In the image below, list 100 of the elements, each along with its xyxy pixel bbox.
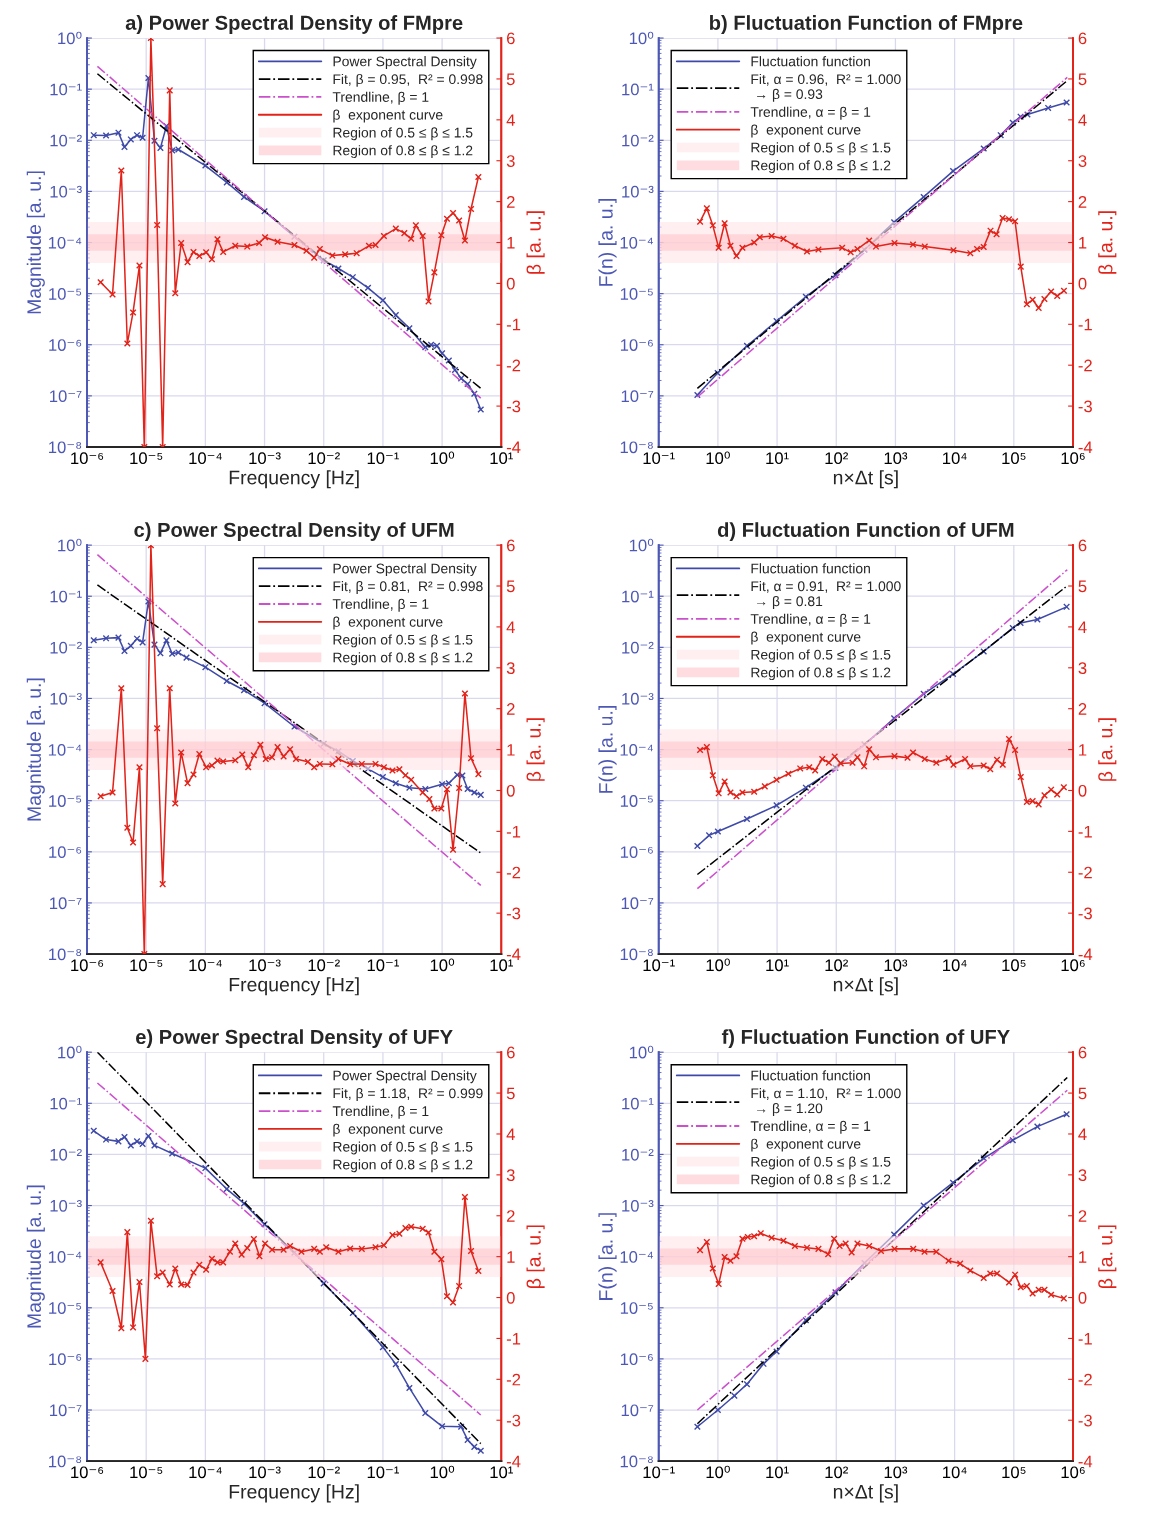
y-tick-label: 10⁻¹ [622,590,654,603]
y2-tick-label: 0 [506,277,515,290]
y2-tick-label: 1 [507,1251,515,1263]
x-axis-title: Frequency [Hz] [229,470,359,489]
legend-label: Power Spectral Density [333,563,477,577]
legend-label: Power Spectral Density [333,56,477,70]
legend-label: Fit, α = 0.96, R² = 1.000 → β = 0.93 [751,73,901,102]
y2-tick-label: 5 [506,1087,515,1100]
x-tick-label: 10¹ [490,959,513,972]
y2-tick-label: -3 [1078,1414,1092,1427]
x-tick-label: 10⁻² [308,452,340,465]
y2-axis-title: β [a. u.] [526,211,545,274]
y-tick-label: 10⁰ [58,1045,82,1059]
y-tick-label: 10⁻¹ [50,590,82,603]
y2-tick-label: 1 [507,237,515,249]
y2-tick-label: -3 [506,907,521,920]
y2-tick-label: -3 [506,400,521,413]
y2-tick-label: -2 [506,359,521,372]
y-tick-label: 10⁻⁸ [49,1455,82,1468]
y2-tick-label: -4 [1078,441,1093,454]
chart-title: f) Fluctuation Function of UFY [721,1029,1010,1049]
x-tick-label: 10⁰ [706,958,730,972]
y2-tick-label: -3 [1078,907,1092,920]
y-tick-label: 10⁻⁸ [620,948,653,961]
x-tick-label: 10⁻³ [249,959,281,972]
x-tick-label: 10⁴ [943,1466,967,1479]
y-tick-label: 10⁻⁵ [49,795,82,807]
y2-tick-label: -2 [506,866,521,879]
y-tick-label: 10⁰ [629,538,654,552]
x-tick-label: 10¹ [490,1466,513,1479]
x-tick-label: 10³ [884,452,908,465]
x-tick-label: 10³ [884,959,908,972]
x-tick-label: 10¹ [766,452,789,465]
y-tick-label: 10⁻² [50,641,82,654]
x-tick-label: 10² [825,452,848,465]
y-tick-label: 10⁻⁷ [50,1404,82,1417]
y-tick-label: 10⁻³ [622,692,654,705]
x-tick-label: 10² [825,1466,848,1479]
x-tick-label: 10⁻⁶ [71,959,104,972]
y-tick-label: 10⁻⁵ [620,795,653,807]
y-tick-label: 10⁻³ [50,1199,82,1212]
legend-label: Trendline, α = β = 1 [750,613,871,627]
y-axis-title: F(n) [a. u.] [598,1213,617,1300]
y2-tick-label: 4 [506,621,515,633]
y2-tick-label: 3 [506,155,515,167]
legend-label: Region of 0.8 ≤ β ≤ 1.2 [751,667,891,681]
y-tick-label: 10⁻³ [622,185,654,198]
legend-label: β exponent curve [751,1138,861,1152]
y2-tick-label: -1 [1078,825,1092,838]
y-axis-title: F(n) [a. u.] [598,706,617,793]
y2-tick-label: -2 [1078,1373,1092,1386]
y-tick-label: 10⁻⁸ [620,441,653,454]
legend-label: Fit, β = 1.18, R² = 0.999 [333,1088,483,1101]
x-tick-label: 10⁰ [706,451,730,465]
legend-label: Region of 0.8 ≤ β ≤ 1.2 [333,1159,473,1173]
y-tick-label: 10⁻² [50,1148,82,1161]
y-tick-label: 10⁻⁷ [50,897,82,910]
x-tick-label: 10⁵ [1002,452,1026,465]
y2-tick-label: 0 [1078,1291,1087,1304]
y2-tick-label: -2 [506,1373,521,1386]
legend-label: Region of 0.8 ≤ β ≤ 1.2 [333,145,473,159]
y-tick-label: 10⁻⁴ [48,1251,82,1263]
x-tick-label: 10³ [884,1466,908,1479]
y2-tick-label: 5 [506,580,515,593]
y-tick-label: 10⁻¹ [622,83,654,96]
y-tick-label: 10⁻³ [50,692,82,705]
x-tick-label: 10⁻¹ [643,1466,675,1479]
x-tick-label: 10⁰ [430,451,455,465]
legend-label: Trendline, β = 1 [332,91,429,105]
legend-label: Fluctuation function [751,1070,870,1081]
y2-axis-title: β [a. u.] [1098,718,1117,781]
x-tick-label: 10⁴ [943,959,967,972]
y-axis-title: Magnitude [a. u.] [26,171,45,314]
y-tick-label: 10⁻⁶ [49,339,82,351]
y2-tick-label: 6 [1078,539,1087,552]
y-tick-label: 10⁰ [58,31,82,45]
x-tick-label: 10⁻¹ [643,959,675,972]
x-tick-label: 10⁻⁵ [130,1466,163,1479]
x-tick-label: 10⁻² [308,959,340,972]
x-axis-title: Frequency [Hz] [229,1484,359,1503]
y2-tick-label: 0 [1078,784,1087,797]
y-tick-label: 10⁻⁴ [48,743,82,756]
y-tick-label: 10⁻² [50,134,82,147]
y2-tick-label: -4 [1078,1455,1093,1468]
y2-tick-label: -2 [1078,866,1092,879]
y2-tick-label: 0 [1078,277,1087,290]
y2-tick-label: 2 [506,703,515,715]
x-tick-label: 10⁶ [1061,1466,1085,1479]
y-tick-label: 10⁰ [629,1045,654,1059]
y2-tick-label: 2 [1078,1210,1087,1222]
x-tick-label: 10⁻² [308,1466,340,1479]
y2-tick-label: 5 [1078,580,1087,593]
y2-tick-label: 1 [507,744,515,756]
legend-label: Fit, β = 0.81, R² = 0.998 [333,580,483,594]
y2-axis-title: β [a. u.] [526,718,545,781]
x-tick-label: 10⁻⁵ [130,959,163,972]
y-tick-label: 10⁻⁵ [620,1302,653,1314]
y2-tick-label: 0 [506,1291,515,1304]
legend-label: Trendline, β = 1 [332,598,429,612]
y-tick-label: 10⁻⁵ [49,288,82,300]
